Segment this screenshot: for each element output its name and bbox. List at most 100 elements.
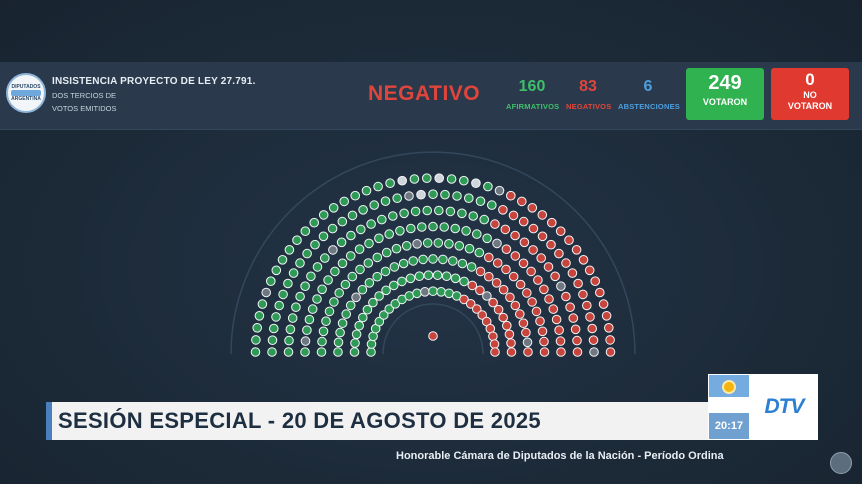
seat: [517, 196, 527, 207]
seat: [267, 335, 278, 346]
seat: [271, 265, 282, 276]
seat: [380, 266, 391, 277]
seat: [578, 254, 589, 265]
seat: [350, 338, 360, 348]
seat: [337, 258, 348, 269]
logo-band: [11, 90, 41, 96]
seat: [414, 271, 425, 282]
seat: [501, 264, 511, 275]
seat: [555, 226, 566, 236]
seat: [465, 299, 476, 309]
diputados-logo: DIPUTADOS ARGENTINA: [6, 73, 46, 113]
argentina-flag-clock: 20:17: [708, 374, 750, 440]
no-votaron-value: 0: [805, 70, 815, 89]
seat: [474, 247, 485, 258]
seat: [464, 243, 475, 254]
seat: [554, 325, 564, 336]
seat: [564, 235, 574, 245]
seat: [502, 320, 512, 331]
seat: [548, 304, 559, 314]
seat: [309, 217, 320, 228]
seat: [466, 262, 477, 272]
seat: [330, 266, 340, 277]
seat: [346, 230, 356, 241]
seat: [354, 244, 365, 254]
seat: [475, 285, 485, 296]
seat: [369, 200, 380, 210]
seat: [450, 273, 461, 284]
seat: [377, 214, 387, 225]
seat: [588, 335, 599, 346]
seat: [374, 316, 385, 327]
seat: [441, 271, 452, 282]
seat: [601, 311, 612, 321]
seat: [284, 245, 295, 255]
seat: [491, 278, 502, 288]
seat: [472, 304, 482, 314]
flag-white-stripe: [709, 397, 749, 417]
seat: [312, 262, 323, 272]
seat: [428, 189, 438, 199]
seat: [572, 335, 582, 346]
lower-third-banner: SESIÓN ESPECIAL - 20 DE AGOSTO DE 2025: [46, 402, 710, 440]
seat: [356, 224, 366, 235]
negativos-label: NEGATIVOS: [566, 102, 612, 111]
seat: [254, 311, 265, 321]
seat: [528, 223, 539, 234]
seat: [300, 336, 311, 346]
seat: [533, 275, 543, 285]
vote-result-panel: DIPUTADOS ARGENTINA INSISTENCIA PROYECTO…: [0, 62, 862, 130]
no-votaron-label-2: VOTARON: [787, 101, 833, 111]
seat: [546, 239, 556, 250]
seat: [316, 347, 327, 357]
abstenciones-label: ABSTENCIONES: [618, 102, 680, 111]
seat: [418, 254, 428, 265]
seat: [493, 304, 504, 315]
seat: [522, 337, 533, 348]
seat: [535, 316, 545, 327]
seat: [333, 347, 343, 357]
seat: [422, 173, 432, 183]
seat: [329, 297, 339, 307]
seat: [374, 233, 384, 244]
seat: [506, 347, 517, 357]
seat: [519, 237, 530, 248]
seat: [428, 286, 438, 297]
seat: [357, 284, 368, 295]
seat: [510, 230, 520, 241]
seat: [328, 245, 338, 255]
seat: [358, 312, 368, 323]
seat: [490, 219, 500, 229]
no-votaron-label-1: NO: [803, 90, 817, 100]
seat: [446, 174, 457, 184]
seat: [416, 189, 426, 200]
seat: [267, 347, 277, 357]
seat: [578, 289, 588, 300]
seat: [445, 206, 456, 217]
seat: [457, 258, 468, 269]
seat: [401, 241, 412, 251]
seat: [327, 223, 338, 234]
seat: [432, 270, 443, 281]
logo-text-top: DIPUTADOS: [11, 84, 41, 90]
seat: [340, 279, 351, 290]
seat: [537, 210, 548, 220]
seat: [561, 258, 571, 268]
seat: [523, 347, 533, 357]
seat: [351, 329, 362, 340]
seat: [417, 222, 427, 232]
seat: [527, 297, 537, 307]
seat: [479, 214, 490, 225]
seat: [412, 288, 422, 299]
seat: [472, 229, 482, 239]
seat: [500, 224, 511, 235]
seat: [350, 190, 361, 201]
seat: [334, 288, 345, 298]
seat: [337, 318, 348, 329]
seat: [527, 203, 538, 213]
seat: [590, 276, 601, 287]
seat: [570, 324, 581, 335]
vote-subtitle-2: VOTOS EMITIDOS: [52, 104, 117, 113]
seat: [310, 239, 320, 250]
